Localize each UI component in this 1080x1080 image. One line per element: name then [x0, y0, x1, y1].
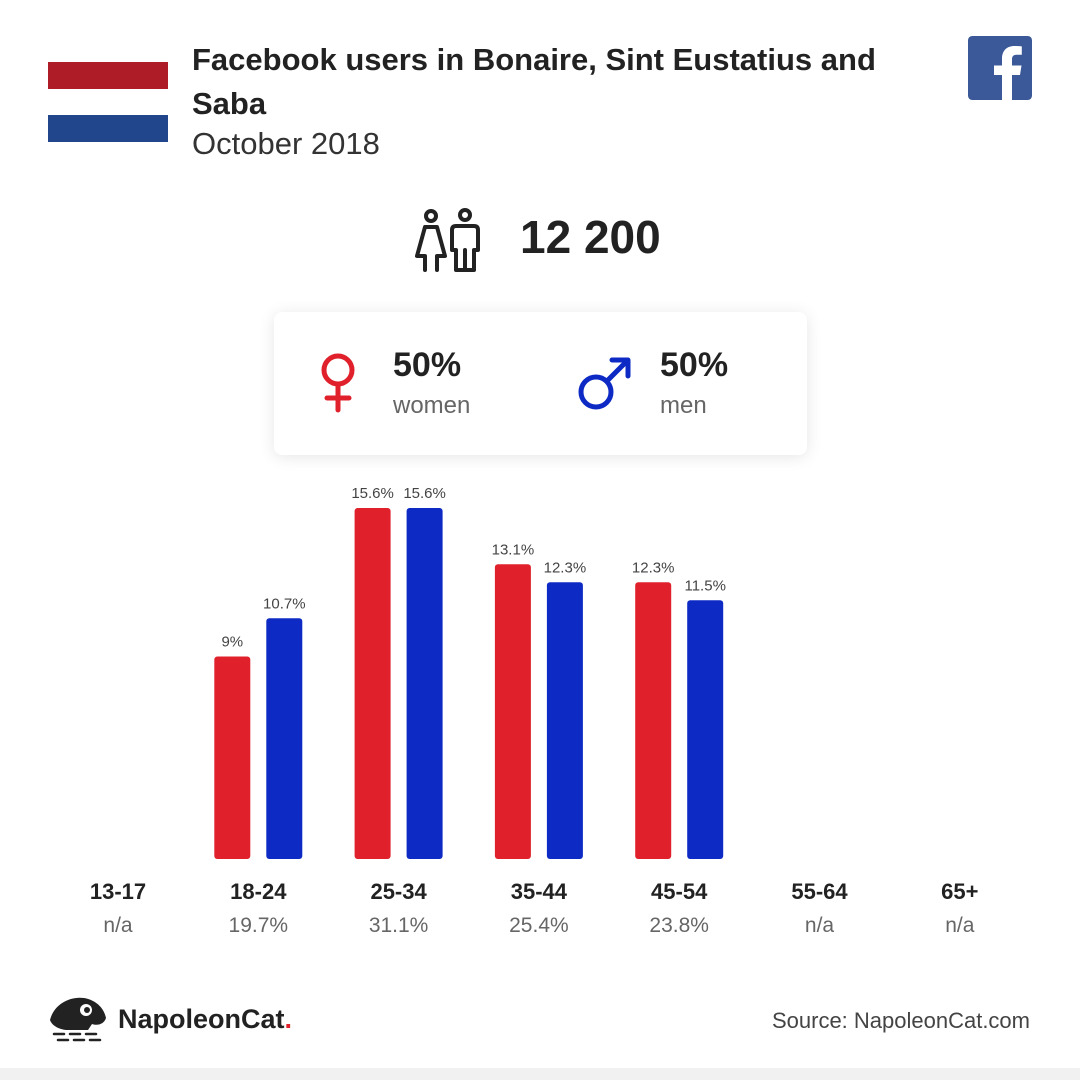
napoleoncat-logo-icon [50, 997, 106, 1042]
bar-35-44-series-0 [494, 564, 531, 859]
bar-25-34-series-1 [406, 508, 443, 859]
data-label-18-24-series-1: 10.7% [263, 595, 306, 612]
flag-blue-band [48, 115, 168, 142]
brand-name-text: NapoleonCat [118, 1004, 285, 1034]
data-label-25-34-series-0: 15.6% [351, 485, 394, 502]
bar-18-24-series-0 [214, 656, 251, 859]
facebook-logo-icon [968, 36, 1032, 100]
tick-label-18-24: 18-24 [230, 879, 287, 904]
category-total-45-54: 23.8% [649, 914, 709, 937]
tick-label-65+: 65+ [941, 879, 978, 904]
bar-45-54-series-0 [635, 582, 672, 859]
bottom-strip [0, 1068, 1080, 1080]
data-label-25-34-series-1: 15.6% [403, 485, 446, 502]
chart-title: Facebook users in Bonaire, Sint Eustatiu… [192, 42, 876, 121]
source-text: Source: NapoleonCat.com [771, 1008, 1030, 1033]
female-symbol-icon [321, 353, 355, 413]
men-percentage: 50% [660, 346, 729, 384]
women-percentage: 50% [393, 346, 462, 384]
data-label-35-44-series-0: 13.1% [492, 541, 535, 558]
tick-label-45-54: 45-54 [651, 879, 708, 904]
chart-subtitle: October 2018 [192, 126, 380, 161]
brand-name: NapoleonCat. [118, 1004, 292, 1035]
category-total-25-34: 31.1% [369, 914, 429, 937]
users-couple-icon [415, 208, 480, 272]
category-total-18-24: 19.7% [229, 914, 289, 937]
data-label-35-44-series-1: 12.3% [544, 559, 587, 576]
men-label: men [660, 392, 707, 419]
bar-25-34-series-0 [354, 508, 391, 859]
data-label-18-24-series-0: 9% [221, 634, 243, 651]
tick-label-25-34: 25-34 [370, 879, 427, 904]
tick-label-55-64: 55-64 [791, 879, 848, 904]
category-total-35-44: 25.4% [509, 914, 569, 937]
data-label-45-54-series-0: 12.3% [632, 559, 675, 576]
tick-label-35-44: 35-44 [511, 879, 568, 904]
gender-split-card: 50% women 50% men [274, 312, 807, 455]
category-total-13-17: n/a [103, 914, 133, 937]
male-symbol-icon [578, 357, 631, 410]
women-label: women [393, 392, 471, 419]
brand-dot: . [284, 1004, 293, 1034]
netherlands-flag-icon [48, 62, 168, 142]
flag-red-band [48, 62, 168, 89]
data-label-45-54-series-1: 11.5% [684, 577, 725, 594]
total-users: 12 200 [520, 211, 661, 263]
bar-45-54-series-1 [687, 600, 724, 859]
tick-label-13-17: 13-17 [90, 879, 146, 904]
flag-white-band [48, 88, 168, 116]
category-total-65+: n/a [945, 914, 975, 937]
bar-35-44-series-1 [546, 582, 583, 859]
category-total-55-64: n/a [805, 914, 835, 937]
bar-18-24-series-1 [266, 618, 303, 859]
